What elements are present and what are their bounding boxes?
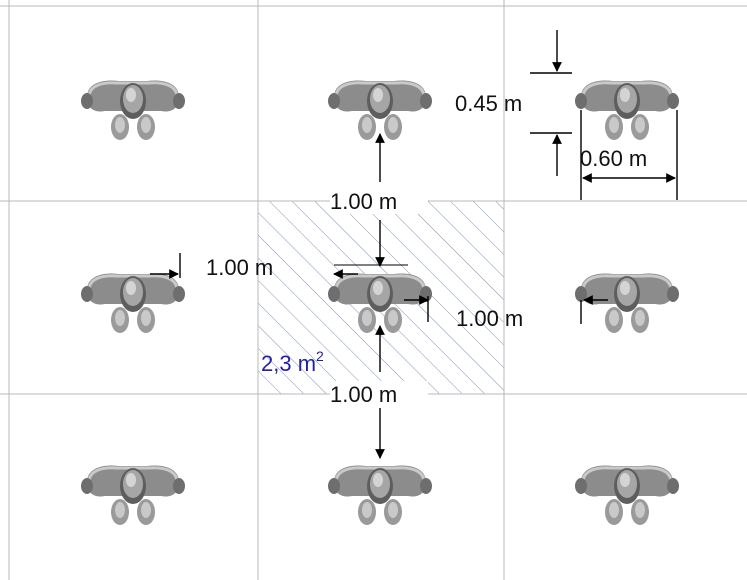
person-top-view-icon: [79, 272, 187, 335]
person-depth-label: 0.45 m: [455, 91, 522, 116]
person-top-view-icon: [326, 79, 434, 142]
area-value: 2,3 m: [261, 351, 316, 376]
top-spacing-label: 1.00 m: [330, 189, 397, 214]
bottom-label-bg: [330, 381, 428, 407]
person-top-view-icon: [326, 464, 434, 527]
person-top-view-icon: [79, 464, 187, 527]
person-top-view-icon: [573, 464, 681, 527]
area-label: 2,3 m2: [261, 348, 324, 376]
person-top-view-icon: [79, 79, 187, 142]
bottom-spacing-label: 1.00 m: [330, 382, 397, 407]
area-exponent: 2: [316, 348, 324, 364]
person-top-view-icon: [573, 79, 681, 142]
person-width-label: 0.60 m: [580, 146, 647, 171]
right-spacing-label: 1.00 m: [456, 306, 523, 331]
dimension-lines: [150, 30, 678, 459]
top-label-bg: [330, 188, 428, 214]
left-spacing-label: 1.00 m: [206, 255, 273, 280]
person-top-view-icon: [573, 272, 681, 335]
